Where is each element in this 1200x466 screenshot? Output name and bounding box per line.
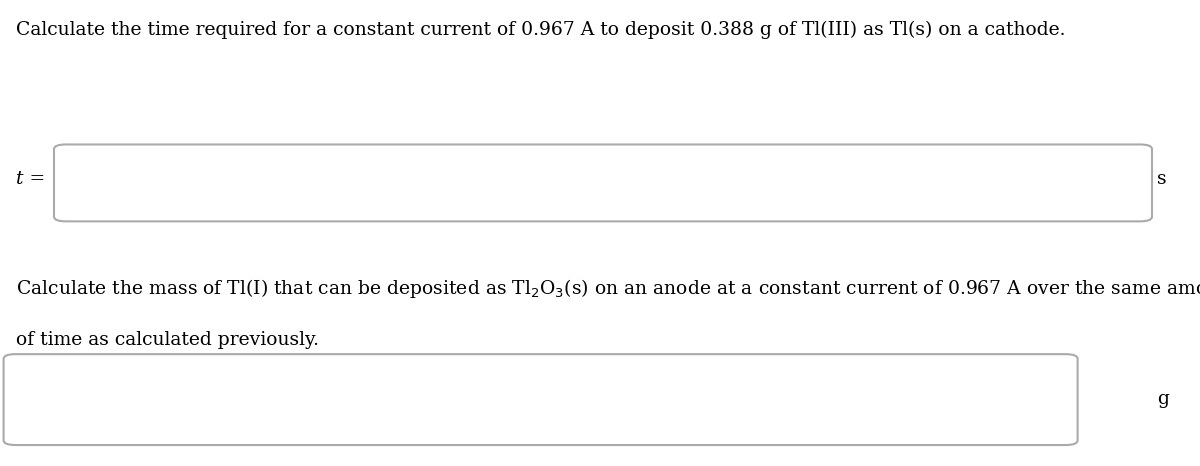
FancyBboxPatch shape (4, 354, 1078, 445)
FancyBboxPatch shape (54, 144, 1152, 221)
Text: of time as calculated previously.: of time as calculated previously. (16, 331, 319, 349)
Text: t =: t = (16, 171, 44, 188)
Text: Calculate the time required for a constant current of 0.967 A to deposit 0.388 g: Calculate the time required for a consta… (16, 21, 1066, 39)
Text: Calculate the mass of Tl(I) that can be deposited as Tl$_2$O$_3$(s) on an anode : Calculate the mass of Tl(I) that can be … (16, 277, 1200, 300)
Text: s: s (1157, 171, 1166, 188)
Text: g: g (1157, 391, 1169, 408)
